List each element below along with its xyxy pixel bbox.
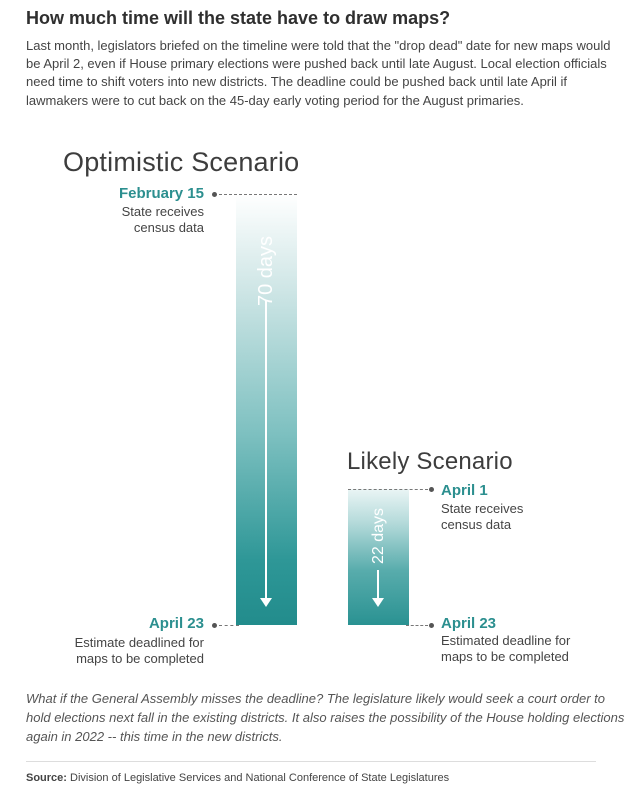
source-label: Source:: [26, 772, 67, 784]
footer-divider: [26, 761, 596, 762]
likely-end-date: April 23: [441, 615, 497, 632]
likely-start-marker: [429, 487, 434, 492]
optimistic-arrow-line: [265, 300, 267, 600]
likely-arrow-down-icon: [372, 598, 384, 607]
optimistic-start-marker: [212, 192, 217, 197]
optimistic-scenario-heading: Optimistic Scenario: [63, 147, 300, 177]
likely-start-leader: [348, 489, 428, 490]
optimistic-end-marker: [212, 623, 217, 628]
optimistic-start-note: State receives census data: [121, 204, 204, 235]
source-line: Source: Division of Legislative Services…: [26, 772, 626, 784]
optimistic-end-note: Estimate deadlined for maps to be comple…: [74, 635, 204, 666]
deadline-question-note: What if the General Assembly misses the …: [26, 691, 625, 744]
optimistic-start-leader: [219, 194, 297, 195]
likely-duration-label: 22 days: [370, 507, 387, 565]
likely-arrow-line: [377, 570, 379, 600]
page-title: How much time will the state have to dra…: [26, 8, 451, 28]
optimistic-arrow-down-icon: [260, 598, 272, 607]
likely-scenario-heading: Likely Scenario: [347, 448, 513, 475]
likely-start-date: April 1: [441, 482, 488, 499]
optimistic-start-date: February 15: [118, 185, 204, 202]
likely-end-note: Estimated deadline for maps to be comple…: [441, 633, 571, 664]
likely-start-note: State receives census data: [441, 501, 524, 532]
intro-paragraph: Last month, legislators briefed on the t…: [26, 38, 611, 108]
optimistic-end-date: April 23: [148, 615, 204, 632]
optimistic-end-leader: [219, 625, 239, 626]
source-text: Division of Legislative Services and Nat…: [70, 772, 450, 784]
likely-end-marker: [429, 623, 434, 628]
likely-end-leader: [406, 625, 428, 626]
